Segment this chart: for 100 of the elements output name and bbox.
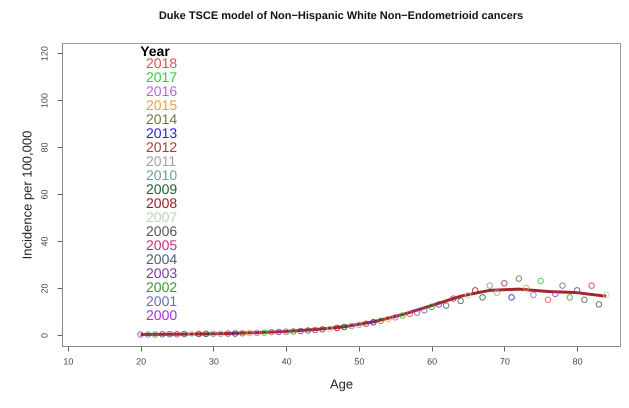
text: 2016 bbox=[146, 83, 178, 99]
point bbox=[174, 331, 180, 338]
point bbox=[356, 322, 362, 328]
point bbox=[188, 330, 195, 338]
text: 2009 bbox=[146, 181, 178, 197]
point bbox=[261, 329, 268, 336]
point bbox=[566, 294, 574, 301]
text: 2017 bbox=[146, 69, 178, 85]
point bbox=[442, 302, 450, 309]
point bbox=[319, 326, 326, 333]
text: 2014 bbox=[146, 111, 178, 127]
point bbox=[450, 295, 457, 302]
text: 2015 bbox=[146, 97, 178, 113]
y-tick-label: 80 bbox=[40, 142, 50, 153]
point bbox=[370, 319, 377, 326]
point bbox=[399, 312, 406, 319]
text: 2012 bbox=[146, 139, 178, 155]
point bbox=[202, 330, 210, 338]
point bbox=[341, 324, 348, 330]
point bbox=[384, 316, 392, 322]
point bbox=[602, 292, 610, 298]
point bbox=[326, 325, 333, 332]
point bbox=[159, 331, 166, 338]
point bbox=[144, 331, 152, 338]
point bbox=[552, 290, 558, 298]
point bbox=[210, 330, 217, 338]
point bbox=[421, 307, 428, 314]
point bbox=[180, 330, 188, 338]
point bbox=[137, 331, 144, 338]
point bbox=[501, 280, 508, 287]
point bbox=[494, 289, 500, 296]
x-tick-label: 30 bbox=[208, 356, 219, 366]
y-tick-label: 100 bbox=[40, 93, 50, 108]
x-tick-label: 70 bbox=[500, 356, 510, 366]
point bbox=[486, 282, 494, 289]
point bbox=[217, 330, 224, 338]
point bbox=[377, 318, 384, 324]
point bbox=[290, 328, 297, 335]
point bbox=[297, 328, 304, 334]
y-axis-title: Incidence per 100,000 bbox=[20, 130, 34, 260]
point bbox=[530, 292, 537, 298]
text: 2010 bbox=[146, 167, 178, 183]
point bbox=[559, 282, 566, 289]
x-tick-label: 60 bbox=[427, 356, 438, 366]
point bbox=[581, 296, 588, 303]
point bbox=[232, 330, 238, 337]
point bbox=[348, 322, 355, 330]
text: 2008 bbox=[146, 195, 178, 211]
x-axis-title: Age bbox=[330, 376, 354, 392]
point bbox=[464, 292, 472, 298]
point bbox=[457, 298, 464, 304]
point bbox=[544, 296, 552, 303]
text: 2002 bbox=[146, 279, 178, 295]
point bbox=[334, 324, 340, 332]
y-tick-label: 0 bbox=[40, 332, 50, 338]
point bbox=[537, 278, 544, 284]
point bbox=[574, 287, 580, 294]
point bbox=[276, 328, 282, 336]
text: 2013 bbox=[146, 125, 178, 141]
point bbox=[166, 331, 173, 338]
point bbox=[152, 331, 158, 338]
x-tick-label: 80 bbox=[572, 356, 583, 366]
point bbox=[254, 330, 260, 336]
text: 2004 bbox=[146, 251, 178, 267]
text: 2011 bbox=[146, 153, 176, 169]
point bbox=[304, 327, 312, 334]
text: 2005 bbox=[146, 237, 178, 253]
point bbox=[588, 282, 595, 289]
point bbox=[522, 284, 530, 292]
series-label: 2001 bbox=[146, 293, 178, 309]
y-tick-label: 20 bbox=[40, 283, 50, 294]
point bbox=[406, 310, 413, 318]
y-tick-label: 120 bbox=[40, 46, 50, 62]
point bbox=[472, 287, 478, 294]
point bbox=[268, 328, 275, 336]
x-tick-label: 10 bbox=[63, 356, 74, 366]
point bbox=[196, 330, 202, 338]
point bbox=[428, 304, 435, 310]
x-tick-label: 40 bbox=[282, 356, 292, 366]
point bbox=[479, 294, 486, 301]
point bbox=[224, 330, 232, 337]
point bbox=[239, 330, 246, 337]
text: 2007 bbox=[146, 209, 178, 225]
x-tick-label: 20 bbox=[136, 356, 146, 366]
x-tick-label: 50 bbox=[354, 356, 364, 366]
point bbox=[596, 301, 602, 308]
point bbox=[282, 328, 290, 335]
point bbox=[516, 275, 522, 282]
series-label: 2000 bbox=[146, 307, 178, 323]
text: 2006 bbox=[146, 223, 178, 239]
point bbox=[414, 309, 420, 316]
point bbox=[436, 301, 442, 308]
text: 2003 bbox=[146, 265, 178, 281]
y-tick-label: 40 bbox=[40, 236, 50, 247]
point bbox=[362, 320, 370, 327]
point bbox=[246, 330, 253, 336]
y-tick-label: 60 bbox=[40, 190, 50, 200]
point bbox=[508, 294, 515, 301]
chart-title: Duke TSCE model of Non−Hispanic White Non−Endometrioid cancers bbox=[158, 10, 524, 22]
point bbox=[312, 326, 318, 334]
